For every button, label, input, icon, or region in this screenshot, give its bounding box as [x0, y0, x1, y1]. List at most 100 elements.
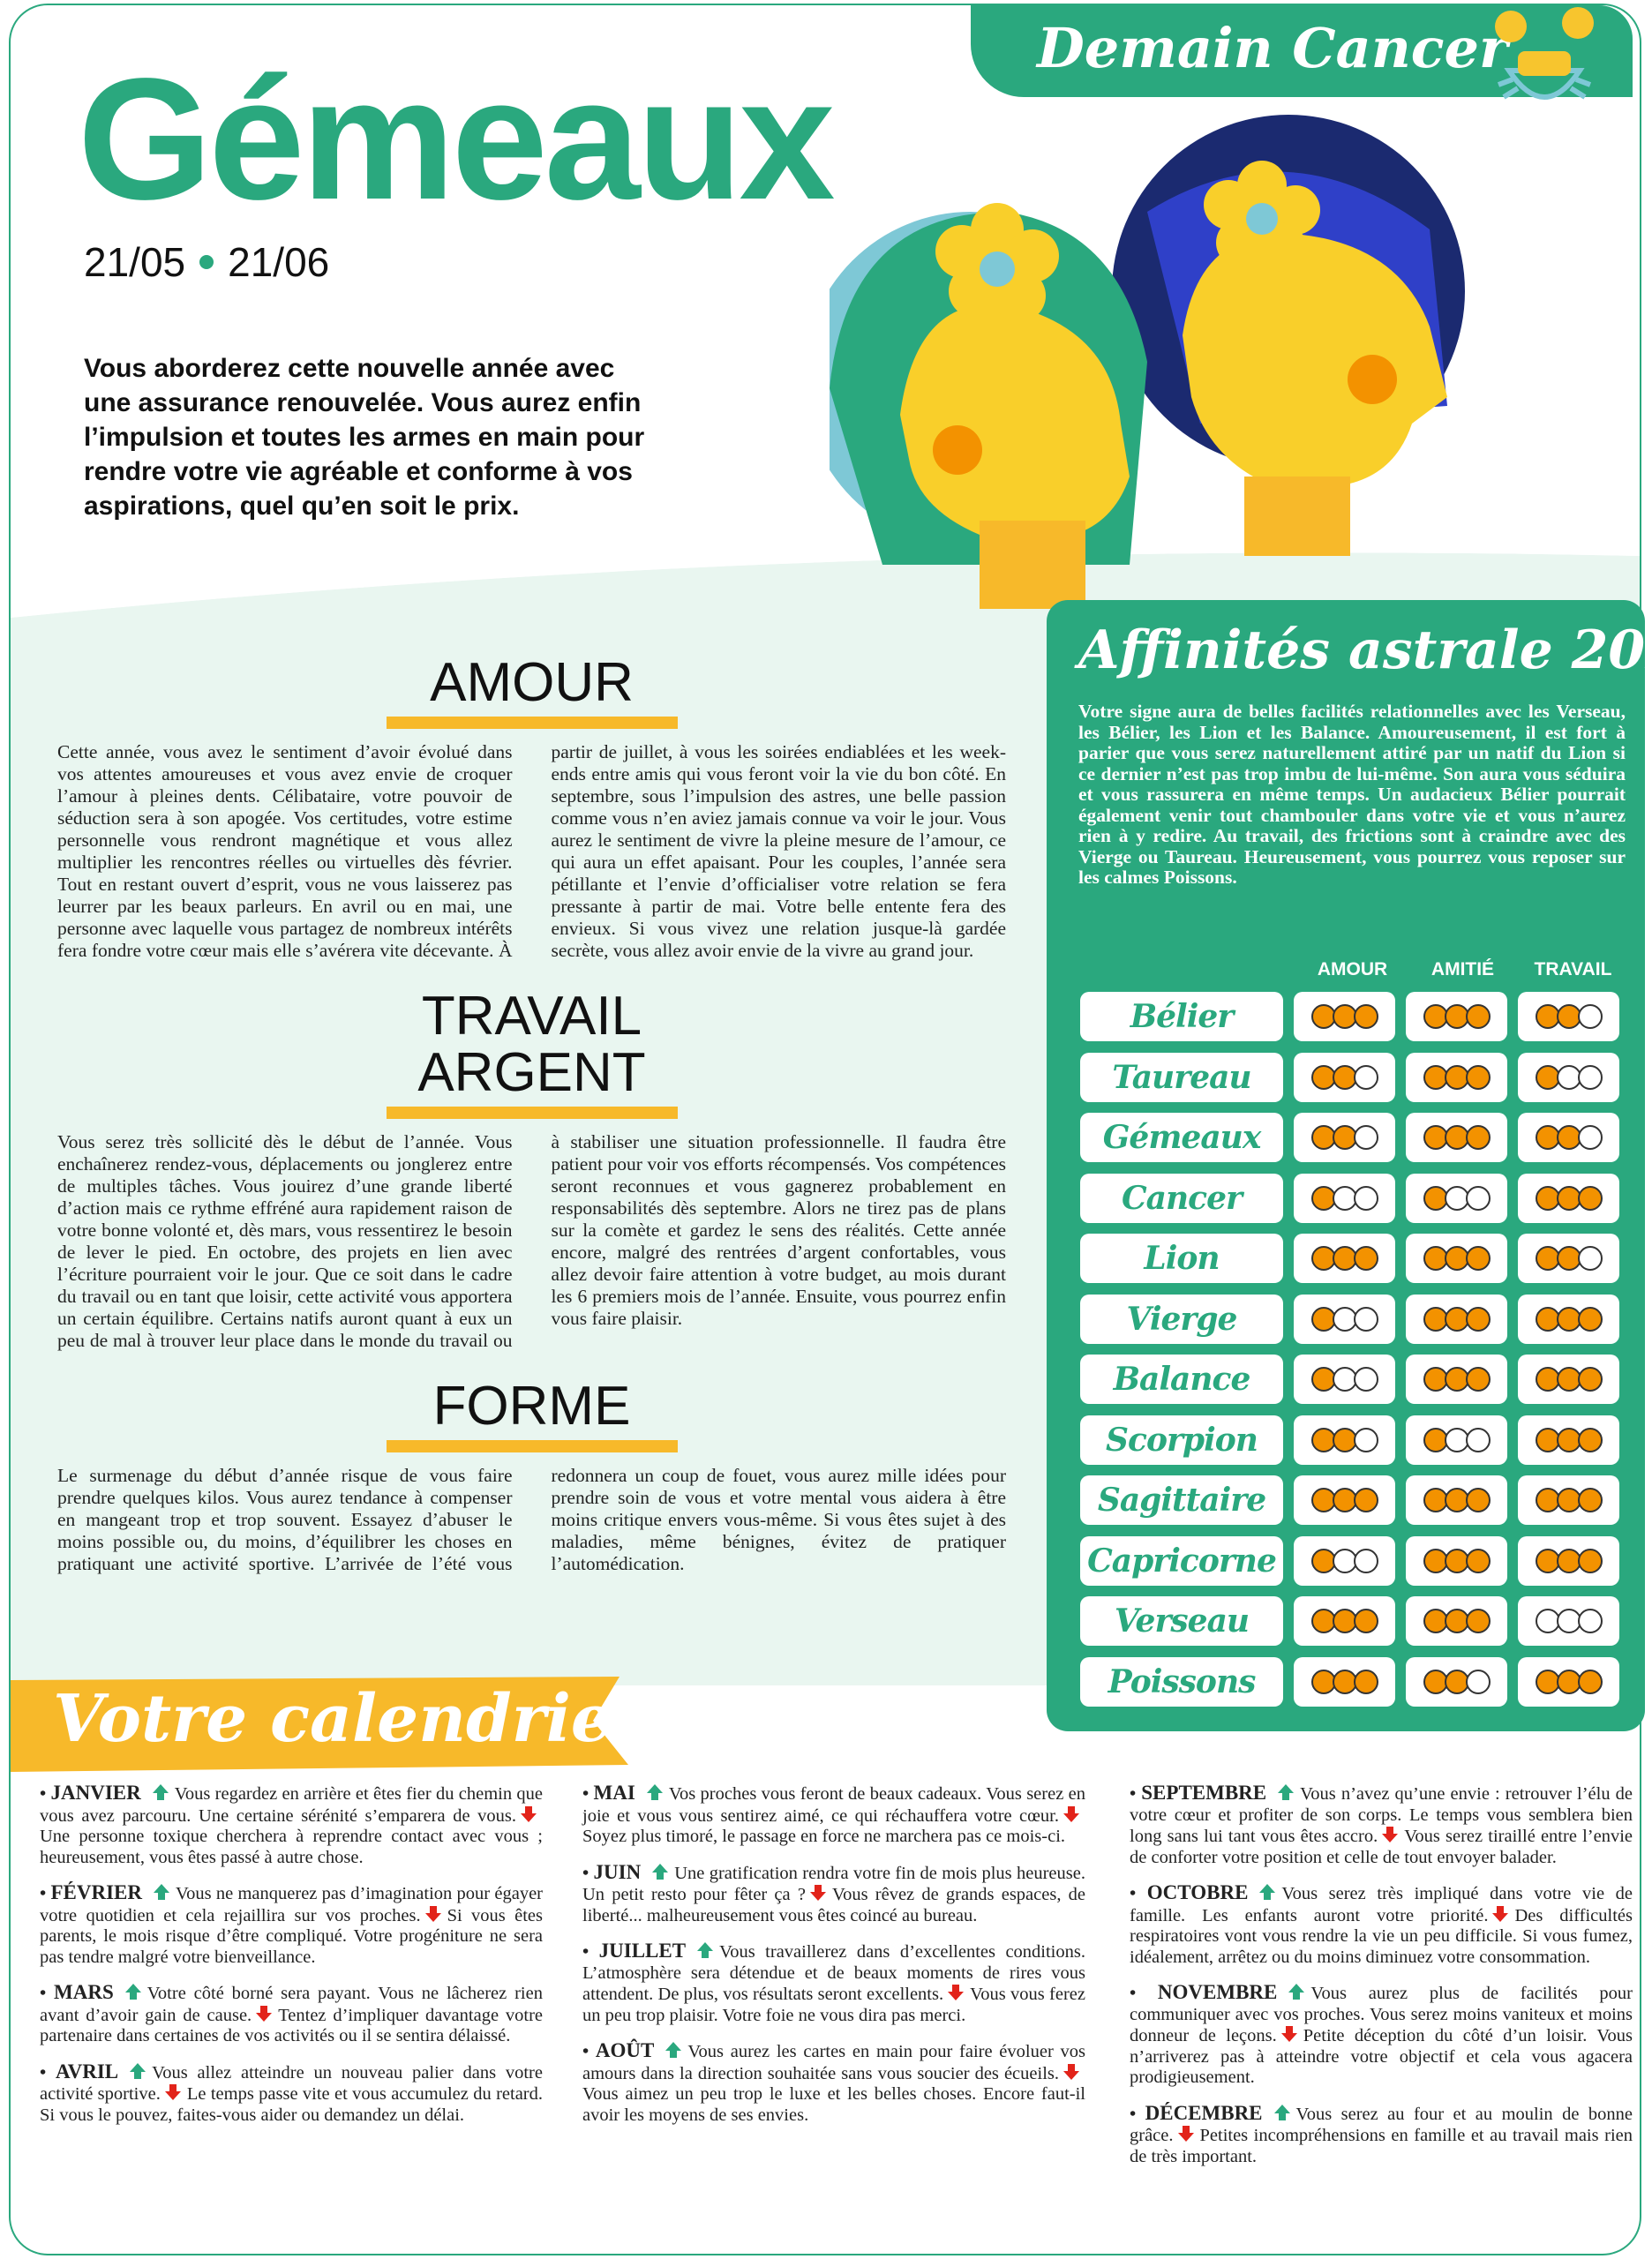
rating: [1294, 1355, 1395, 1404]
up-arrow: [124, 1984, 141, 2000]
article: FORME Le surmenage du début d’année risqu…: [57, 1378, 1006, 1575]
rating-dot: [1535, 1306, 1560, 1332]
rating-dot: [1577, 1427, 1603, 1452]
sign-name: Bélier: [1080, 992, 1283, 1041]
rating-dot: [1535, 1488, 1560, 1512]
rating-dot: [1444, 1488, 1469, 1512]
up-arrow: [652, 1863, 669, 1880]
article-title-line: ARGENT: [417, 1042, 646, 1103]
rating-dot: [1353, 1548, 1378, 1573]
positive-text: Une gratification rendra votre fin de mo…: [582, 1863, 1085, 1905]
sign-name: Capricorne: [1080, 1535, 1283, 1586]
positive-text: Vous serez très impliqué dans votre vie …: [1130, 1884, 1633, 1925]
rating: [1518, 1475, 1619, 1525]
rating-dot: [1577, 1125, 1603, 1150]
up-arrow: [697, 1942, 714, 1958]
date-range: 21/05 21/06: [84, 238, 329, 286]
rating-dot: [1535, 1246, 1560, 1271]
sign-name: Vierge: [1080, 1294, 1283, 1344]
rating-dot: [1535, 1064, 1560, 1090]
month: NOVEMBRE: [1157, 1981, 1278, 2003]
rating: [1294, 1415, 1395, 1465]
negative-text: Vous vous ferez un peu trop plaisir. Vot…: [582, 1985, 1085, 2025]
rating-dot: [1353, 1488, 1378, 1512]
rating: [1406, 1535, 1507, 1586]
illustration: [830, 115, 1465, 609]
rating: [1406, 1234, 1507, 1283]
down-arrow: [256, 2005, 273, 2022]
up-arrow: [130, 2062, 146, 2079]
down-arrow: [521, 1805, 537, 1822]
rating-dot: [1465, 1367, 1491, 1392]
rating-dot: [1310, 1125, 1336, 1150]
calendar-banner: [11, 1677, 628, 1772]
next-sign-label[interactable]: Demain Cancer: [1037, 16, 1508, 80]
rating-dot: [1353, 1609, 1378, 1633]
sign-name: Sagittaire: [1080, 1475, 1283, 1525]
sign-title: Gémeaux: [78, 42, 835, 236]
rating-dot: [1332, 1185, 1357, 1211]
rating: [1406, 1113, 1507, 1162]
rating: [1406, 1475, 1507, 1525]
down-arrow: [164, 2084, 181, 2100]
rating-dot: [1353, 1064, 1378, 1090]
negative-text: Une personne toxique cherchera à reprend…: [40, 1827, 543, 1867]
rating-dot: [1465, 1246, 1491, 1271]
sign-name: Lion: [1080, 1234, 1283, 1283]
rating-dot: [1353, 1125, 1378, 1150]
positive-text: Votre côté borné sera payant. Vous ne lâ…: [40, 1984, 543, 2025]
rating-dot: [1332, 1488, 1357, 1512]
rating-dot: [1556, 1004, 1581, 1029]
affinities-text: Votre signe aura de belles facilités rel…: [1078, 701, 1626, 888]
title-underline: [386, 1440, 678, 1452]
up-arrow: [1259, 1884, 1276, 1900]
article-text: Le surmenage du début d’année risque de …: [57, 1465, 1006, 1574]
rating: [1518, 1355, 1619, 1404]
up-arrow: [1273, 2104, 1290, 2120]
affinities-title: Affinités astrale 2025: [1078, 619, 1652, 681]
affinity-row: Scorpion: [1080, 1415, 1629, 1465]
rating-dot: [1577, 1548, 1603, 1573]
rating: [1294, 1234, 1395, 1283]
positive-text: Vous ne manquerez pas d’imagination pour…: [40, 1884, 543, 1925]
month: SEPTEMBRE: [1141, 1782, 1267, 1804]
rating-dot: [1577, 1064, 1603, 1090]
rating-dot: [1556, 1367, 1581, 1392]
rating-dot: [1444, 1427, 1469, 1452]
positive-text: Vous n’avez qu’une envie : retrouver l’é…: [1130, 1784, 1633, 1846]
sign-name: Gémeaux: [1080, 1113, 1283, 1162]
column-header: AMOUR: [1317, 959, 1388, 979]
rating: [1406, 992, 1507, 1041]
down-arrow: [1063, 1805, 1079, 1822]
rating-dot: [1465, 1004, 1491, 1029]
rating-dot: [1465, 1125, 1491, 1150]
month: OCTOBRE: [1146, 1881, 1249, 1903]
rating-dot: [1353, 1367, 1378, 1392]
negative-text: Si vous êtes parents, le mois risque d’ê…: [40, 1905, 543, 1967]
affinities-header: AMOUR AMITIÉ TRAVAIL: [1297, 959, 1628, 980]
sign-name: Poissons: [1080, 1656, 1283, 1707]
article-title: TRAVAIL ARGENT: [387, 988, 678, 1101]
negative-text: Petite déception du côté d’un loisir. Vo…: [1130, 2026, 1633, 2087]
affinity-row: Bélier: [1080, 992, 1629, 1041]
affinity-row: Verseau: [1080, 1596, 1629, 1646]
rating-dot: [1577, 1609, 1603, 1633]
rating-dot: [1535, 1367, 1560, 1392]
month: MAI: [593, 1782, 635, 1804]
positive-text: Vous serez au four et au moulin de bonne…: [1130, 2104, 1633, 2146]
rating-dot: [1332, 1004, 1357, 1029]
positive-text: Vous aurez les cartes en main pour faire…: [582, 2042, 1085, 2083]
up-arrow: [1278, 1784, 1295, 1800]
affinity-row: Gémeaux: [1080, 1113, 1629, 1162]
articles: AMOUR Cette année, vous avez le sentiment…: [57, 655, 1006, 1575]
rating-dot: [1465, 1185, 1491, 1211]
rating-dot: [1465, 1427, 1491, 1452]
rating-dot: [1535, 1427, 1560, 1452]
down-arrow: [1492, 1905, 1509, 1922]
